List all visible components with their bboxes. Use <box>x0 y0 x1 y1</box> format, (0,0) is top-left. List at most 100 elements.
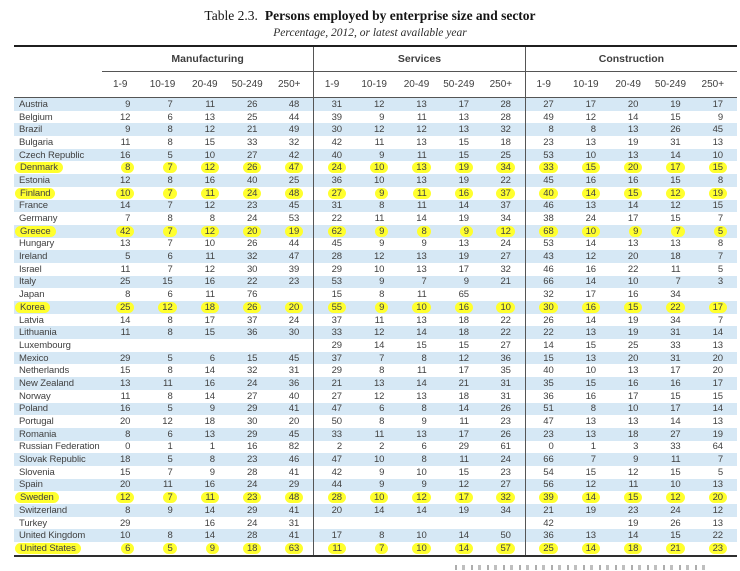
value-cell: 13 <box>416 174 427 186</box>
value-cell <box>441 517 483 530</box>
value-cell: 15 <box>204 136 215 148</box>
value-cell: 13 <box>373 377 385 389</box>
value-cell: 11 <box>374 213 385 225</box>
country-name: Czech Republic <box>19 149 85 161</box>
value-cell: 10 <box>373 263 385 275</box>
value-cell: 7 <box>167 238 173 250</box>
value-cell: 48 <box>271 187 313 200</box>
value-cell: 11 <box>205 251 215 263</box>
value-cell: 11 <box>398 187 440 200</box>
country-name: Brazil <box>19 124 43 136</box>
value-cell: 7 <box>421 276 427 288</box>
value-cell: 36 <box>246 327 258 339</box>
value-cell: 40 <box>313 148 356 162</box>
table-row-israel: Israel 11 7 12 30 39 29 10 13 17 32 46 16 22 11 5 <box>14 262 737 276</box>
value-cell: 7 <box>675 276 681 288</box>
value-cell: 42 <box>288 149 300 161</box>
value-cell: 26 <box>246 238 258 250</box>
value-cell: 57 <box>483 542 525 556</box>
value-cell: 32 <box>483 491 525 504</box>
value-cell: 66 <box>524 453 568 466</box>
value-cell: 5 <box>125 251 131 263</box>
value-cell: 13 <box>712 136 723 148</box>
value-cell: 29 <box>458 441 469 453</box>
value-cell: 14 <box>585 276 596 288</box>
value-cell: 32 <box>288 136 300 148</box>
value-cell: 12 <box>187 161 229 174</box>
value-cell: 24 <box>585 213 596 225</box>
size-class-header-row: 1-9 10-19 20-49 50-249 250+ 1-9 10-19 20-49 50-2… <box>14 71 737 98</box>
value-cell: 28 <box>313 491 356 504</box>
value-cell: 20 <box>627 98 639 110</box>
table-row-netherlands: Netherlands 15 8 14 32 31 29 8 11 17 35 40 10 13 17 20 <box>14 364 737 378</box>
value-cell: 14 <box>373 504 385 516</box>
value-cell: 8 <box>167 530 173 542</box>
value-cell: 15 <box>610 187 652 200</box>
value-cell: 13 <box>712 479 723 491</box>
value-cell: 16 <box>627 289 639 301</box>
value-cell: 20 <box>695 491 737 504</box>
value-cell: 33 <box>524 161 568 175</box>
value-cell: 18 <box>458 390 469 402</box>
table-row-united-kingdom: United Kingdom 10 8 14 28 41 17 8 10 14 50 36 13 14 15… <box>14 529 737 543</box>
value-cell: 13 <box>458 111 469 123</box>
value-cell: 7 <box>717 314 723 326</box>
value-cell: 16 <box>670 377 681 389</box>
value-cell: 16 <box>585 390 596 402</box>
value-cell: 18 <box>119 454 131 466</box>
value-cell: 8 <box>524 123 568 137</box>
value-cell: 11 <box>416 289 427 301</box>
value-cell: 16 <box>119 149 131 161</box>
value-cell: 15 <box>670 174 681 186</box>
country-name: Switzerland <box>19 504 68 516</box>
value-cell: 45 <box>712 124 723 136</box>
value-cell: 13 <box>585 416 596 428</box>
value-cell: 19 <box>585 504 596 516</box>
value-cell: 3 <box>717 276 723 288</box>
value-cell: 25 <box>246 111 258 123</box>
value-cell: 15 <box>568 161 610 174</box>
value-cell: 19 <box>271 225 313 238</box>
table-row-italy: Italy 25 15 16 22 23 53 9 7 9 21 66 14 10 7 3 <box>14 275 737 289</box>
value-cell: 14 <box>670 149 681 161</box>
value-cell: 21 <box>652 542 694 556</box>
country-name: Russian Federation <box>19 441 100 453</box>
value-cell: 19 <box>627 327 639 339</box>
value-cell: 31 <box>500 377 511 389</box>
value-cell: 82 <box>288 441 300 453</box>
value-cell: 23 <box>695 542 737 556</box>
value-cell: 61 <box>500 441 511 453</box>
value-cell: 7 <box>167 200 173 212</box>
value-cell: 18 <box>627 428 639 440</box>
value-cell: 11 <box>120 136 131 148</box>
value-cell: 28 <box>313 250 356 263</box>
value-cell: 8 <box>125 289 131 301</box>
value-cell: 30 <box>524 301 568 314</box>
value-cell: 40 <box>288 390 300 402</box>
value-cell: 29 <box>246 403 258 415</box>
value-cell: 23 <box>288 276 300 288</box>
value-cell: 9 <box>187 542 229 556</box>
value-cell: 10 <box>119 530 131 542</box>
value-cell: 12 <box>144 301 186 314</box>
value-cell: 6 <box>379 403 385 415</box>
country-name: Bulgaria <box>19 136 54 148</box>
value-cell: 13 <box>416 314 427 326</box>
country-name: Germany <box>19 213 58 225</box>
value-cell: 26 <box>246 98 258 110</box>
value-cell: 27 <box>246 149 258 161</box>
value-cell: 41 <box>288 403 300 415</box>
value-cell: 16 <box>627 174 639 186</box>
value-cell: 24 <box>246 517 258 529</box>
value-cell: 29 <box>119 352 131 364</box>
value-cell: 21 <box>458 377 469 389</box>
value-cell: 5 <box>717 263 723 275</box>
value-cell: 24 <box>670 504 681 516</box>
value-cell: 17 <box>652 161 694 174</box>
value-cell: 51 <box>524 402 568 416</box>
value-cell: 23 <box>524 427 568 441</box>
value-cell: 34 <box>500 504 511 516</box>
value-cell: 7 <box>167 98 173 110</box>
table-row-united-states: United States 6 5 9 18 63 11 7 10 14 57 25 14 18 21 23 <box>14 542 737 556</box>
col-header-manufacturing-250plus: 250+ <box>271 71 314 98</box>
